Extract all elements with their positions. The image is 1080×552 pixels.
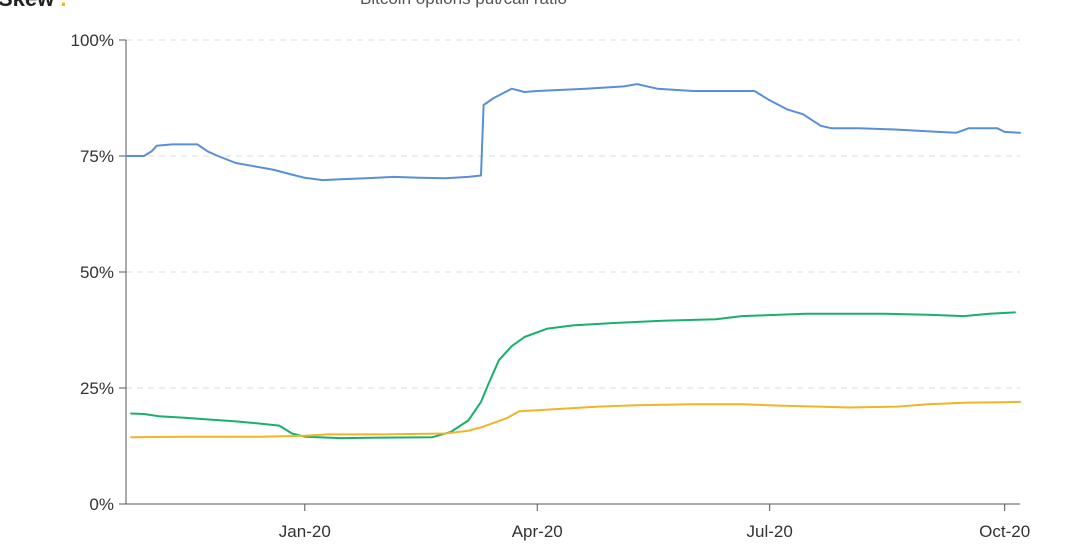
tick-labels: 0% 25% 50% 75% 100% Jan-20 Apr-20 Jul-20 Oct-20 — [71, 31, 1031, 541]
series-line-1 — [125, 83, 1021, 182]
y-tick-label: 75% — [80, 147, 114, 166]
y-tick-label: 50% — [80, 263, 114, 282]
chart-title: Bitcoin options put/call ratio — [360, 0, 567, 8]
axes — [119, 39, 1020, 511]
x-tick-label: Jan-20 — [279, 522, 331, 541]
y-tick-label: 100% — [71, 31, 114, 50]
x-tick-label: Apr-20 — [512, 522, 563, 541]
series-line-2 — [130, 311, 1016, 440]
skew-logo: Skew . — [0, 0, 67, 11]
grid-lines — [126, 39, 1020, 389]
series-lines — [125, 83, 1021, 440]
series-line-3 — [130, 400, 1021, 439]
y-tick-label: 25% — [80, 379, 114, 398]
x-tick-label: Oct-20 — [979, 522, 1030, 541]
y-tick-label: 0% — [89, 495, 114, 514]
header-group: Skew . Bitcoin options put/call ratio — [0, 0, 567, 11]
x-tick-label: Jul-20 — [747, 522, 793, 541]
logo-accent: . — [60, 0, 66, 11]
